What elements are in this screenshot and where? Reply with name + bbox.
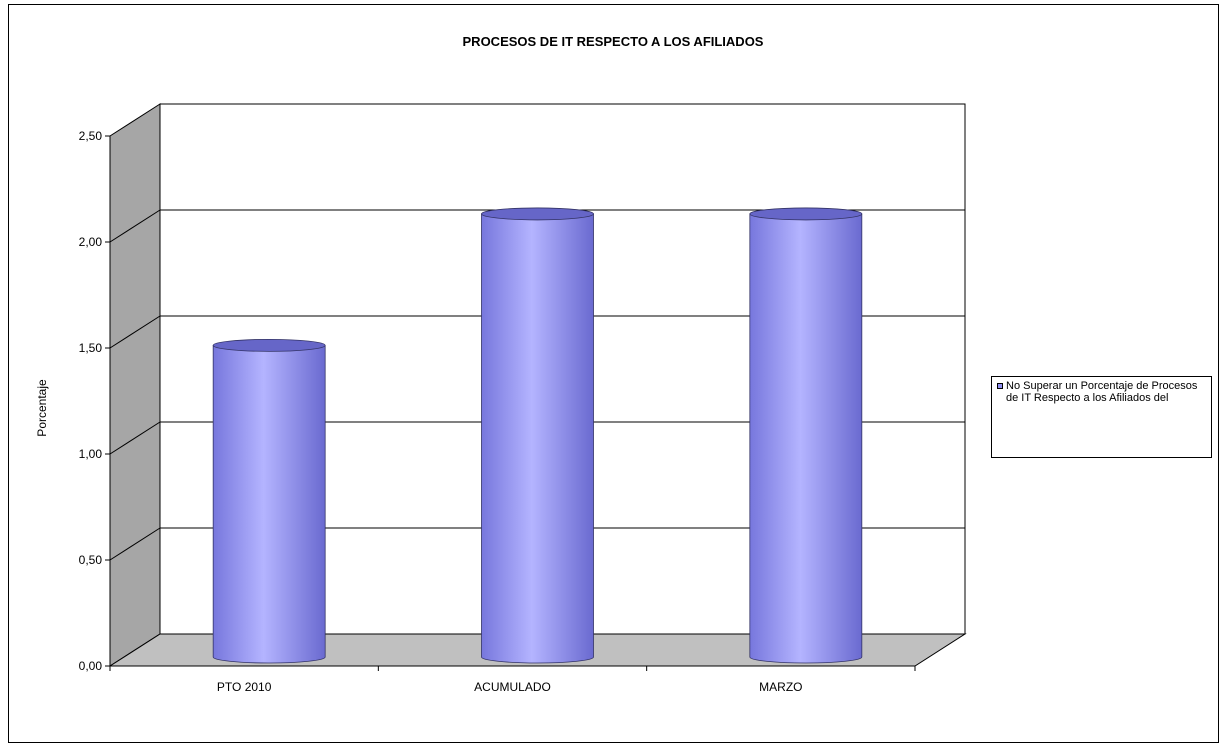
- bar-pto-2010: [212, 344, 326, 664]
- y-tick-label: 1,00: [79, 447, 103, 461]
- x-tick-label: MARZO: [759, 680, 802, 694]
- y-tick-label: 0,50: [79, 553, 103, 567]
- gridline-side: [109, 421, 161, 455]
- x-tick-label: PTO 2010: [217, 680, 272, 694]
- bar-acumulado: [481, 213, 594, 664]
- x-tick-label: ACUMULADO: [474, 680, 551, 694]
- y-tick-label: 1,50: [79, 341, 103, 355]
- bar-top: [749, 207, 863, 221]
- legend-swatch: [997, 383, 1003, 389]
- y-tick-label: 2,50: [79, 129, 103, 143]
- gridline-side: [109, 209, 161, 243]
- side-wall: [109, 103, 161, 667]
- legend: No Superar un Porcentaje de Procesos de …: [991, 376, 1212, 458]
- y-tick-label: 0,00: [79, 659, 103, 673]
- y-axis-label: Porcentaje: [35, 379, 49, 437]
- bar-marzo: [749, 213, 863, 664]
- gridline-side: [109, 315, 161, 349]
- gridline-side: [109, 527, 161, 561]
- chart-title: PROCESOS DE IT RESPECTO A LOS AFILIADOS: [463, 34, 764, 49]
- bar-top: [481, 207, 594, 221]
- bar-top: [212, 338, 326, 352]
- legend-label: No Superar un Porcentaje de Procesos de …: [1006, 380, 1198, 404]
- y-tick-label: 2,00: [79, 235, 103, 249]
